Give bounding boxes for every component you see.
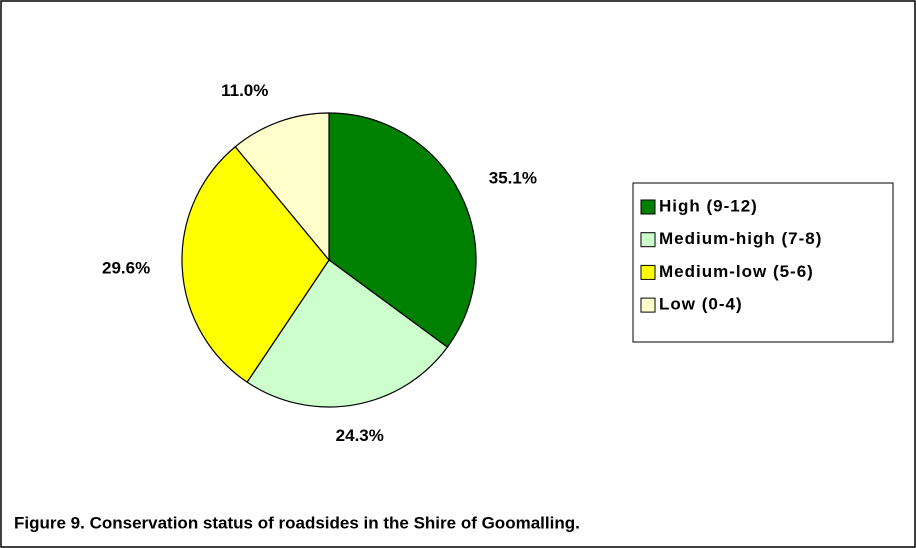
- legend-label: Low (0-4): [659, 295, 743, 314]
- legend-swatch: [640, 232, 656, 248]
- data-label: 11.0%: [221, 81, 268, 100]
- data-label: 24.3%: [336, 426, 384, 445]
- data-label: 29.6%: [102, 258, 150, 277]
- pie-slice: [181, 145, 330, 383]
- legend-label: Medium-low (5-6): [659, 262, 814, 281]
- legend-label: High (9-12): [659, 196, 758, 215]
- legend-swatch: [640, 264, 656, 280]
- pie-slice: [246, 259, 449, 408]
- pie-slice: [328, 112, 477, 348]
- legend-box: [632, 182, 894, 343]
- caption: Figure 9. Conservation status of roadsid…: [14, 513, 580, 532]
- legend-swatch: [640, 297, 656, 313]
- pie-slice: [234, 112, 330, 262]
- legend-swatch: [640, 199, 656, 215]
- data-label: 35.1%: [489, 169, 537, 188]
- legend-label: Medium-high (7-8): [659, 229, 822, 248]
